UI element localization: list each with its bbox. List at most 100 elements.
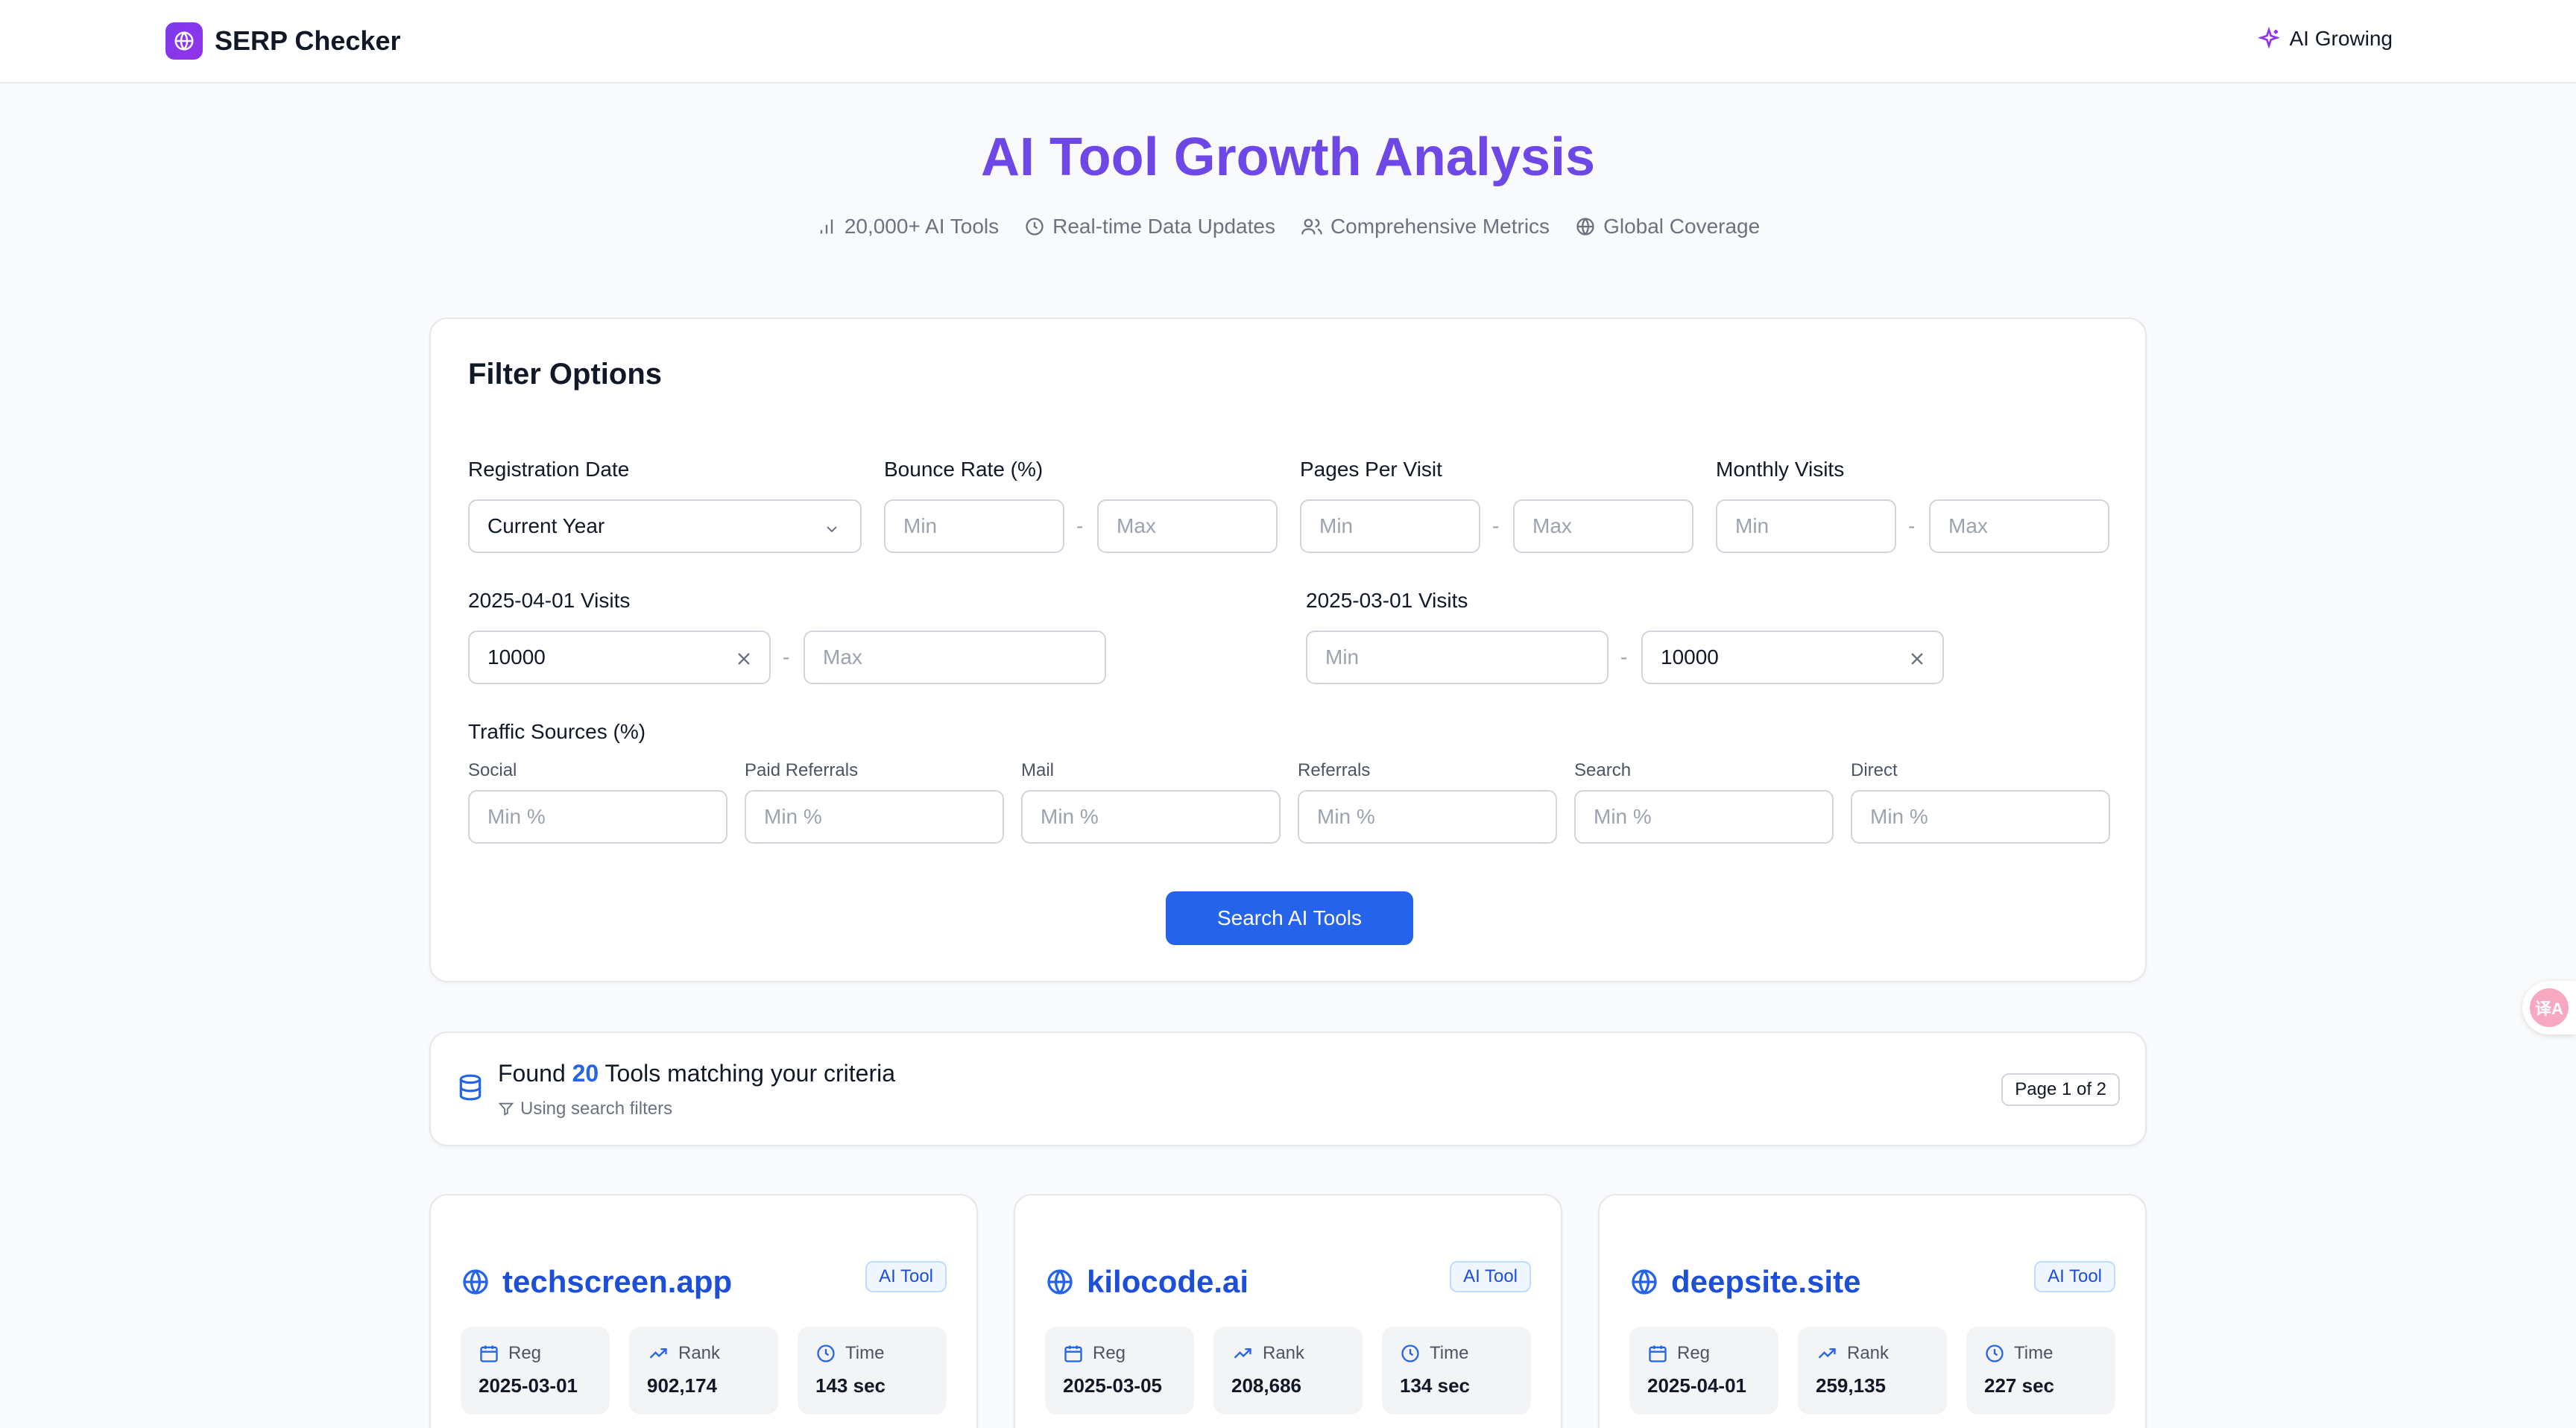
pages-per-visit-max-input[interactable]: Max xyxy=(1513,499,1693,553)
placeholder: Min % xyxy=(487,805,546,828)
visits-march-max-input[interactable]: 10000 xyxy=(1641,631,1944,684)
feature-metrics: Comprehensive Metrics xyxy=(1301,215,1550,238)
tool-card[interactable]: kilocode.ai AI Tool Reg 2025-03-05 Rank … xyxy=(1014,1194,1562,1428)
registration-date-label: Registration Date xyxy=(468,458,630,481)
database-icon xyxy=(459,1074,482,1101)
stat-label: Reg xyxy=(1093,1343,1126,1363)
results-count: 20 xyxy=(572,1060,599,1087)
visits-march-label: 2025-03-01 Visits xyxy=(1306,589,1468,612)
placeholder: Min % xyxy=(1041,805,1099,828)
stat-label: Time xyxy=(1430,1343,1469,1363)
monthly-visits-min-input[interactable]: Min xyxy=(1716,499,1896,553)
stat-value: 208,686 xyxy=(1231,1374,1301,1397)
bounce-rate-max-input[interactable]: Max xyxy=(1097,499,1278,553)
tool-badge: AI Tool xyxy=(2034,1261,2115,1292)
visits-april-label: 2025-04-01 Visits xyxy=(468,589,631,612)
stat-label: Reg xyxy=(1677,1343,1711,1363)
range-dash: - xyxy=(1908,514,1916,537)
traffic-social-input[interactable]: Min % xyxy=(468,790,727,844)
traffic-mail-label: Mail xyxy=(1021,760,1055,780)
results-count-text: Found 20 Tools matching your criteria xyxy=(498,1060,895,1087)
traffic-referrals-input[interactable]: Min % xyxy=(1298,790,1557,844)
stat-value: 227 sec xyxy=(1984,1374,2054,1397)
translate-icon: 译A xyxy=(2530,988,2569,1027)
filter-icon xyxy=(498,1102,514,1116)
translate-button[interactable]: 译A xyxy=(2522,981,2576,1034)
results-prefix: Found xyxy=(498,1060,566,1087)
visits-april-min-input[interactable]: 10000 xyxy=(468,631,771,684)
clock-icon xyxy=(1026,218,1044,236)
bounce-rate-min-input[interactable]: Min xyxy=(884,499,1064,553)
tool-name-link[interactable]: techscreen.app xyxy=(461,1264,732,1300)
nav-ai-growing[interactable]: AI Growing xyxy=(2257,27,2393,51)
feature-tools: 20,000+ AI Tools xyxy=(816,215,999,238)
placeholder: Max xyxy=(1532,514,1572,537)
tool-name: techscreen.app xyxy=(502,1264,733,1299)
bar-chart-icon xyxy=(820,219,833,234)
trending-up-icon xyxy=(649,1348,667,1359)
tool-card[interactable]: deepsite.site AI Tool Reg 2025-04-01 Ran… xyxy=(1598,1194,2147,1428)
placeholder: Max xyxy=(1948,514,1988,537)
traffic-direct-input[interactable]: Min % xyxy=(1851,790,2110,844)
brand-name: SERP Checker xyxy=(215,25,401,56)
registration-date-select[interactable]: Current Year xyxy=(468,499,862,553)
feature-label: Comprehensive Metrics xyxy=(1330,215,1550,238)
tool-name: deepsite.site xyxy=(1671,1264,1861,1299)
feature-label: Real-time Data Updates xyxy=(1052,215,1275,238)
placeholder: Min % xyxy=(1594,805,1652,828)
traffic-direct-label: Direct xyxy=(1851,760,1898,780)
stat-label: Rank xyxy=(1263,1343,1305,1363)
close-icon[interactable] xyxy=(733,648,754,669)
placeholder: Max xyxy=(823,645,862,669)
tool-name-link[interactable]: deepsite.site xyxy=(1629,1264,1860,1300)
stat-reg: Reg 2025-03-01 xyxy=(461,1327,610,1415)
stat-label: Time xyxy=(2014,1343,2053,1363)
stat-value: 134 sec xyxy=(1400,1374,1470,1397)
stat-rank: Rank 208,686 xyxy=(1213,1327,1363,1415)
traffic-mail-input[interactable]: Min % xyxy=(1021,790,1281,844)
hero-features: 20,000+ AI Tools Real-time Data Updates … xyxy=(0,215,2576,238)
sparkles-icon xyxy=(2257,27,2280,49)
globe-icon xyxy=(165,22,203,60)
filter-options-card: Filter Options Registration Date Bounce … xyxy=(429,317,2147,982)
range-dash: - xyxy=(1492,514,1500,537)
visits-march-min-input[interactable]: Min xyxy=(1306,631,1609,684)
globe-icon xyxy=(1047,1269,1073,1295)
stat-value: 2025-04-01 xyxy=(1647,1374,1746,1397)
tool-name-link[interactable]: kilocode.ai xyxy=(1045,1264,1248,1300)
stat-rank: Rank 259,135 xyxy=(1798,1327,1947,1415)
results-subtext: Using search filters xyxy=(498,1099,672,1119)
stat-label: Reg xyxy=(508,1343,542,1363)
range-dash: - xyxy=(1076,514,1084,537)
close-icon[interactable] xyxy=(1907,648,1928,669)
placeholder: Min xyxy=(1319,514,1354,537)
traffic-search-label: Search xyxy=(1574,760,1632,780)
pages-per-visit-min-input[interactable]: Min xyxy=(1300,499,1480,553)
stat-value: 902,174 xyxy=(647,1374,717,1397)
input-value: 10000 xyxy=(1661,645,1719,669)
trending-up-icon xyxy=(1818,1348,1836,1359)
placeholder: Min % xyxy=(764,805,822,828)
search-ai-tools-button[interactable]: Search AI Tools xyxy=(1166,891,1413,945)
bounce-rate-label: Bounce Rate (%) xyxy=(884,458,1044,481)
stat-label: Time xyxy=(845,1343,885,1363)
globe-icon xyxy=(463,1269,488,1295)
page-title: AI Tool Growth Analysis xyxy=(980,127,1596,187)
traffic-referrals-label: Referrals xyxy=(1298,760,1371,780)
clock-icon xyxy=(1986,1345,2004,1362)
traffic-search-input[interactable]: Min % xyxy=(1574,790,1834,844)
tool-card[interactable]: techscreen.app AI Tool Reg 2025-03-01 Ra… xyxy=(429,1194,978,1428)
visits-april-max-input[interactable]: Max xyxy=(804,631,1106,684)
feature-realtime: Real-time Data Updates xyxy=(1024,215,1275,238)
stat-value: 259,135 xyxy=(1816,1374,1886,1397)
traffic-paid-referrals-input[interactable]: Min % xyxy=(745,790,1004,844)
traffic-sources-label: Traffic Sources (%) xyxy=(468,720,646,743)
stat-time: Time 134 sec xyxy=(1382,1327,1531,1415)
calendar-icon xyxy=(1064,1345,1082,1362)
stat-label: Rank xyxy=(1847,1343,1890,1363)
brand[interactable]: SERP Checker xyxy=(165,22,400,60)
globe-icon xyxy=(1576,218,1594,236)
monthly-visits-max-input[interactable]: Max xyxy=(1929,499,2109,553)
feature-label: 20,000+ AI Tools xyxy=(844,215,1000,238)
results-summary: Found 20 Tools matching your criteria Us… xyxy=(429,1031,2147,1146)
